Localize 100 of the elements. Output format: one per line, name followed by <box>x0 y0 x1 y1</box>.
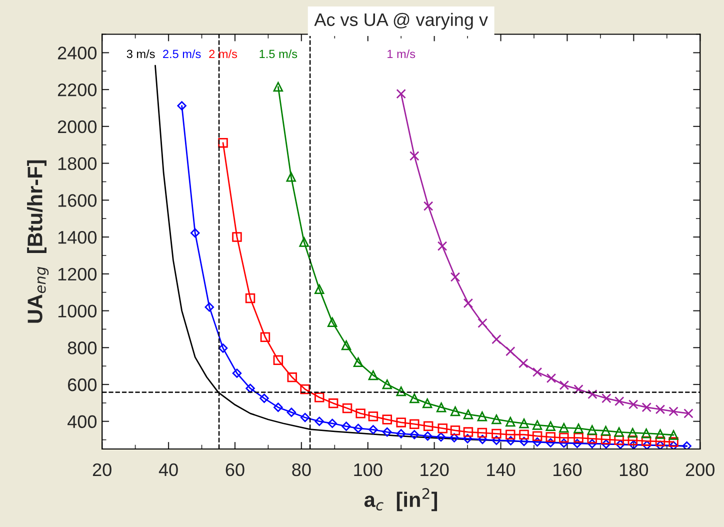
point <box>260 394 269 403</box>
y-tick-label: 600 <box>68 378 97 392</box>
point <box>668 441 678 450</box>
y-tick-label: 2000 <box>58 120 97 134</box>
point <box>356 408 366 418</box>
y-tick-label: 2400 <box>58 46 97 60</box>
point <box>559 422 569 433</box>
point <box>682 441 692 450</box>
point <box>519 430 529 440</box>
y-tick-label: 800 <box>68 342 97 354</box>
point <box>396 429 406 438</box>
point <box>614 435 624 446</box>
point <box>423 421 434 432</box>
point <box>410 430 420 440</box>
chart-title: Ac vs UA @ varying v <box>314 12 488 30</box>
point <box>327 317 338 328</box>
point <box>232 232 242 242</box>
point <box>342 422 351 431</box>
point <box>436 432 446 442</box>
x-tick-label: 180 <box>620 463 648 476</box>
point <box>450 272 460 282</box>
point <box>299 237 309 247</box>
point <box>587 425 597 435</box>
point <box>546 373 556 384</box>
point <box>245 293 256 304</box>
point <box>574 432 584 443</box>
point <box>353 357 364 368</box>
y-tick-label: 1200 <box>58 268 97 281</box>
point <box>655 404 666 414</box>
point <box>628 428 638 438</box>
point <box>368 412 378 422</box>
point <box>190 228 200 238</box>
point <box>450 406 460 416</box>
point <box>559 438 569 448</box>
point <box>492 414 502 424</box>
point <box>532 367 542 377</box>
point <box>616 440 625 450</box>
point <box>532 431 542 441</box>
point <box>382 427 392 437</box>
point <box>300 412 310 422</box>
point <box>273 82 284 92</box>
point <box>601 439 611 449</box>
point <box>559 380 570 390</box>
point <box>574 423 584 434</box>
point <box>382 414 392 424</box>
point <box>656 440 665 450</box>
point <box>600 426 611 436</box>
point <box>684 408 694 418</box>
point <box>546 438 556 448</box>
point <box>628 400 638 410</box>
point <box>396 418 406 428</box>
point <box>463 427 474 437</box>
point <box>574 384 584 394</box>
point <box>641 436 652 446</box>
point <box>668 406 678 416</box>
point <box>396 88 406 99</box>
point <box>354 424 363 433</box>
point <box>450 426 460 436</box>
point <box>519 436 529 446</box>
point <box>628 435 638 446</box>
point <box>286 172 296 182</box>
point <box>423 201 434 211</box>
y-tick-label: 1000 <box>58 304 97 318</box>
point <box>368 425 378 434</box>
x-tick-label: 60 <box>226 463 244 476</box>
point <box>602 393 612 404</box>
point <box>177 101 186 110</box>
point <box>437 241 448 251</box>
point <box>274 402 283 412</box>
text: 2 m/s <box>209 49 238 58</box>
x-tick-label: 20 <box>92 463 112 476</box>
point <box>246 384 255 393</box>
point <box>328 398 338 408</box>
point <box>463 409 474 420</box>
point <box>492 428 502 439</box>
point <box>368 370 378 380</box>
x-tick-label: 160 <box>554 463 582 476</box>
point <box>506 346 516 356</box>
point <box>218 344 228 353</box>
point <box>506 416 516 427</box>
x-tick-label: 100 <box>354 463 382 476</box>
text: 1 m/s <box>388 49 416 58</box>
point <box>532 437 542 447</box>
point <box>546 432 556 442</box>
point <box>614 396 624 406</box>
x-tick-label: 200 <box>686 463 714 476</box>
series-label: 3 m/s <box>126 49 155 58</box>
point <box>410 393 420 404</box>
point <box>450 433 459 442</box>
point <box>559 432 569 443</box>
point <box>232 368 242 378</box>
point <box>410 419 420 429</box>
point <box>588 389 598 400</box>
point <box>382 379 392 390</box>
y-tick-label: 1600 <box>58 194 97 207</box>
point <box>422 398 432 408</box>
y-tick-label: 1400 <box>58 230 97 244</box>
point <box>477 428 488 438</box>
point <box>532 420 542 430</box>
point <box>287 372 297 382</box>
